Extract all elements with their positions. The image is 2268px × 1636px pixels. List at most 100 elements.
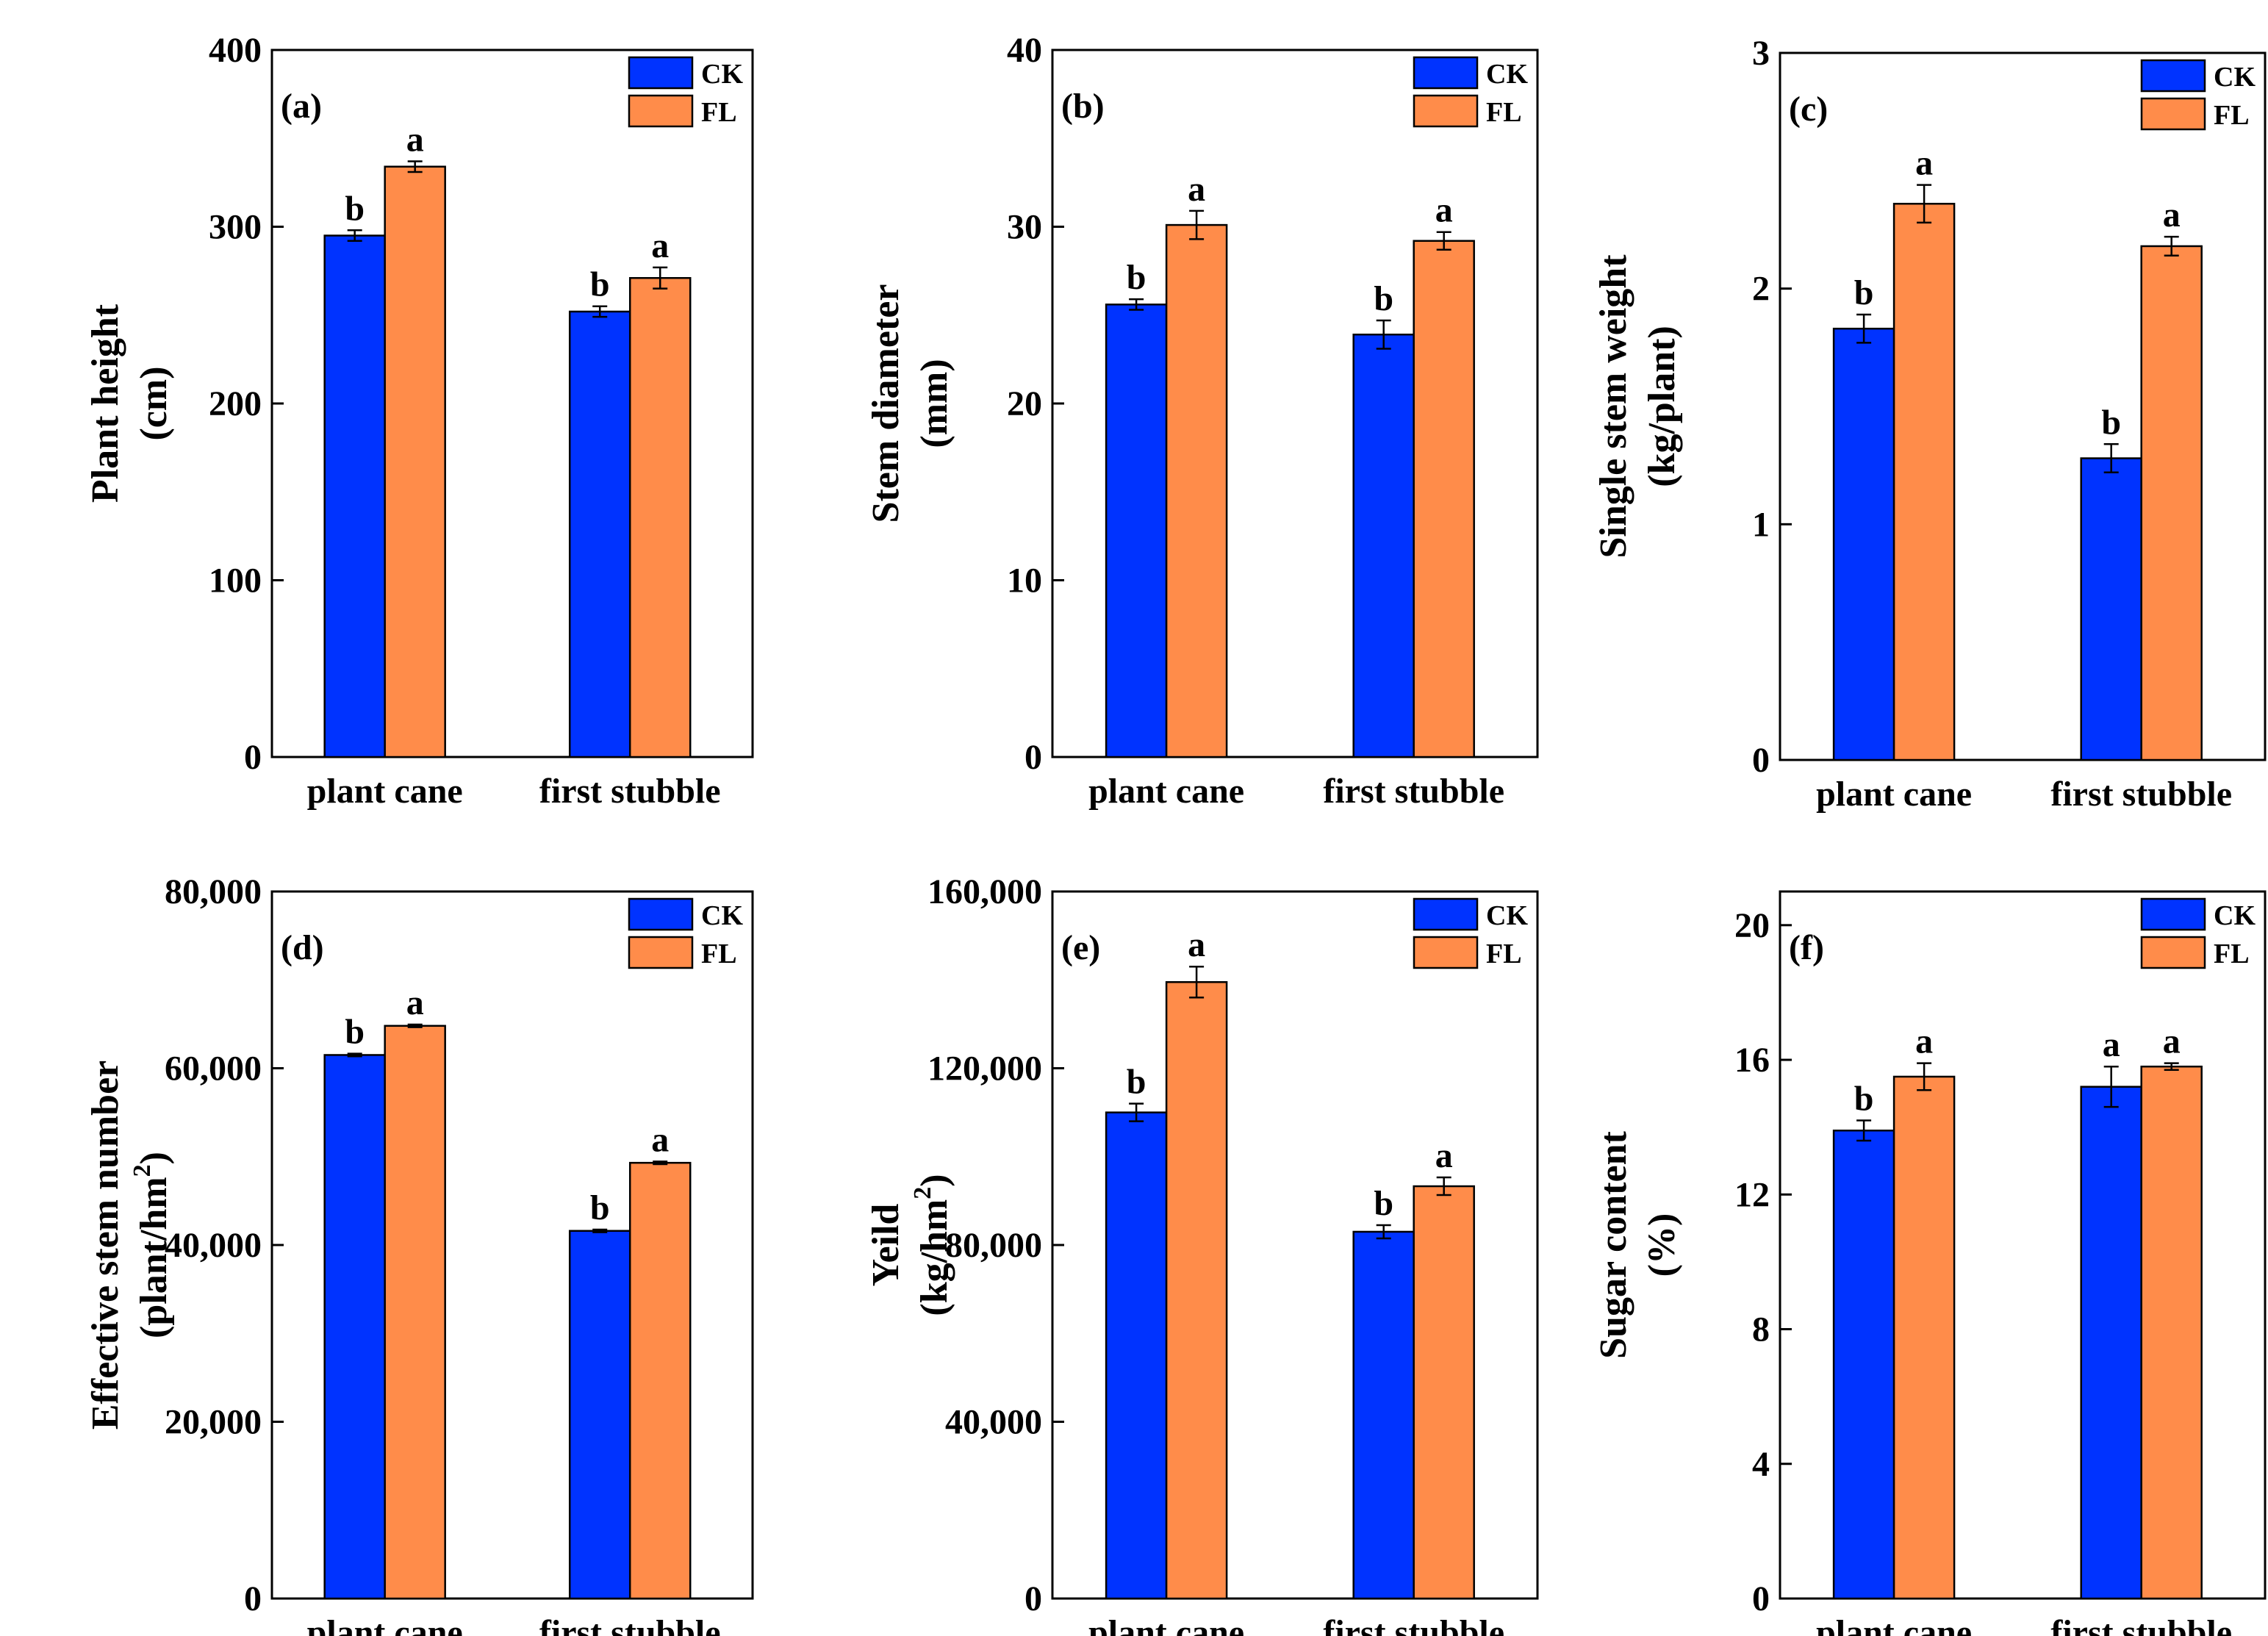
bar-fl-plant-cane bbox=[384, 1025, 446, 1600]
chart-panel-f: 0 4 8 12 16 20 Sugar content (%) (f) plant cane b a… bbox=[1593, 890, 2267, 1636]
y-tick-label: 10 bbox=[1007, 562, 1042, 600]
y-tick-label: 0 bbox=[244, 1579, 262, 1618]
significance-letter: a bbox=[406, 121, 424, 159]
y-tick-label: 20 bbox=[1734, 906, 1770, 945]
significance-letter: b bbox=[590, 265, 610, 304]
y-tick-label: 80,000 bbox=[945, 1226, 1042, 1265]
y-axis-title-line1: Effective stem number bbox=[85, 1061, 126, 1430]
significance-letter: b bbox=[345, 1013, 365, 1052]
panel-label: (b) bbox=[1061, 87, 1105, 126]
y-tick-label: 4 bbox=[1752, 1445, 1770, 1484]
legend-label-fl: FL bbox=[2214, 100, 2250, 131]
significance-letter: b bbox=[1854, 273, 1874, 312]
y-axis-title-close: ) bbox=[914, 1174, 955, 1186]
bar-fl-first-stubble bbox=[2140, 245, 2203, 761]
y-tick-label: 20,000 bbox=[165, 1403, 262, 1442]
bar-ck-plant-cane bbox=[1105, 304, 1168, 758]
panel-label: (d) bbox=[281, 928, 324, 967]
legend-label-fl: FL bbox=[1486, 939, 1522, 969]
legend-swatch-ck bbox=[628, 56, 694, 90]
y-axis-title-line2: (cm) bbox=[133, 366, 175, 440]
y-axis-title: Sugar content (%) bbox=[1593, 1131, 1683, 1359]
chart-panel-d: 0 20,000 40,000 60,000 80,000 Effective stem … bbox=[85, 872, 754, 1636]
bar-ck-plant-cane bbox=[323, 1054, 386, 1600]
x-category-label: first stubble bbox=[539, 1613, 721, 1636]
y-tick-label: 16 bbox=[1734, 1041, 1770, 1080]
x-category-label: first stubble bbox=[539, 772, 721, 811]
legend-swatch-fl bbox=[2140, 936, 2206, 969]
bar-fl-plant-cane bbox=[1165, 223, 1228, 758]
significance-letter: a bbox=[651, 226, 669, 265]
y-tick-label: 300 bbox=[209, 208, 262, 247]
y-axis-title-superscript: 2 bbox=[909, 1187, 936, 1199]
significance-letter: b bbox=[1127, 1063, 1146, 1102]
y-tick-label: 12 bbox=[1734, 1175, 1770, 1214]
y-axis-title: Effective stem number (plant/hm2) bbox=[85, 1061, 175, 1430]
y-axis-title: Yeild (kg/hm2) bbox=[865, 1174, 955, 1316]
legend-swatch-fl bbox=[2140, 97, 2206, 131]
significance-letter: b bbox=[1127, 258, 1146, 297]
x-category-label: plant cane bbox=[307, 772, 463, 811]
significance-letter: a bbox=[1435, 191, 1453, 230]
bar-ck-plant-cane bbox=[1832, 327, 1895, 761]
bar-fl-first-stubble bbox=[628, 276, 692, 758]
y-axis-title-line2: (%) bbox=[1641, 1213, 1683, 1277]
bar-ck-plant-cane bbox=[1832, 1129, 1895, 1600]
y-tick-label: 2 bbox=[1752, 270, 1770, 309]
significance-letter: a bbox=[651, 1120, 669, 1159]
bar-fl-first-stubble bbox=[1413, 1185, 1475, 1600]
bar-ck-plant-cane bbox=[323, 234, 386, 758]
legend-label-ck: CK bbox=[2214, 62, 2256, 93]
y-tick-label: 60,000 bbox=[165, 1050, 262, 1088]
y-tick-label: 8 bbox=[1752, 1310, 1770, 1349]
panel-label: (c) bbox=[1789, 90, 1828, 129]
bar-ck-first-stubble bbox=[1352, 1230, 1415, 1600]
legend-label-fl: FL bbox=[701, 939, 737, 969]
y-axis-title-superscript: 2 bbox=[129, 1164, 156, 1177]
legend-label-fl: FL bbox=[1486, 97, 1522, 128]
y-tick-label: 80,000 bbox=[165, 872, 262, 911]
legend-swatch-fl bbox=[1413, 936, 1479, 969]
significance-letter: b bbox=[1854, 1080, 1874, 1119]
panel-label: (e) bbox=[1061, 928, 1100, 967]
chart-panel-b: 0 10 20 30 40 Stem diameter (mm) (b) plant cane b… bbox=[865, 31, 1539, 811]
y-tick-label: 40 bbox=[1007, 31, 1042, 70]
bar-fl-plant-cane bbox=[1892, 1075, 1956, 1600]
y-axis-title-line1: Plant height bbox=[85, 304, 126, 503]
bar-fl-plant-cane bbox=[1892, 202, 1956, 761]
y-tick-label: 0 bbox=[1752, 741, 1770, 780]
bar-fl-plant-cane bbox=[384, 165, 446, 758]
y-tick-label: 30 bbox=[1007, 208, 1042, 247]
y-axis-title-line1: Sugar content bbox=[1593, 1131, 1634, 1359]
y-tick-label: 0 bbox=[244, 738, 262, 777]
plot-frame bbox=[1779, 890, 2267, 1600]
bar-fl-first-stubble bbox=[1413, 240, 1475, 758]
y-axis-title-line2: (plant/hm bbox=[133, 1177, 175, 1338]
legend-swatch-ck bbox=[2140, 59, 2206, 93]
legend-swatch-ck bbox=[2140, 897, 2206, 931]
significance-letter: a bbox=[1188, 925, 1205, 964]
legend-swatch-fl bbox=[628, 936, 694, 969]
legend-label-ck: CK bbox=[1486, 900, 1528, 931]
panel-label: (f) bbox=[1789, 928, 1824, 967]
legend-label-ck: CK bbox=[701, 900, 743, 931]
y-axis-title-line2: (kg/plant) bbox=[1641, 326, 1683, 487]
bar-fl-first-stubble bbox=[628, 1161, 692, 1600]
legend-label-fl: FL bbox=[2214, 939, 2250, 969]
legend-label-ck: CK bbox=[1486, 59, 1528, 90]
y-tick-label: 0 bbox=[1752, 1579, 1770, 1618]
y-axis-title: Plant height (cm) bbox=[85, 304, 175, 503]
y-axis-title-line2: (mm) bbox=[914, 359, 955, 448]
y-tick-label: 40,000 bbox=[945, 1403, 1042, 1442]
legend-swatch-ck bbox=[1413, 56, 1479, 90]
x-category-label: plant cane bbox=[1088, 1613, 1244, 1636]
bar-ck-first-stubble bbox=[568, 1230, 631, 1600]
chart-panel-a: 0 100 200 300 400 Plant height (cm) (a) plant ca… bbox=[85, 31, 754, 811]
significance-letter: a bbox=[2103, 1025, 2120, 1064]
legend-swatch-fl bbox=[1413, 94, 1479, 128]
significance-letter: a bbox=[406, 983, 424, 1022]
significance-letter: a bbox=[1915, 1022, 1933, 1061]
x-category-label: first stubble bbox=[2050, 775, 2232, 814]
significance-letter: b bbox=[1374, 279, 1393, 318]
y-axis-title: Single stem weight (kg/plant) bbox=[1593, 254, 1683, 559]
